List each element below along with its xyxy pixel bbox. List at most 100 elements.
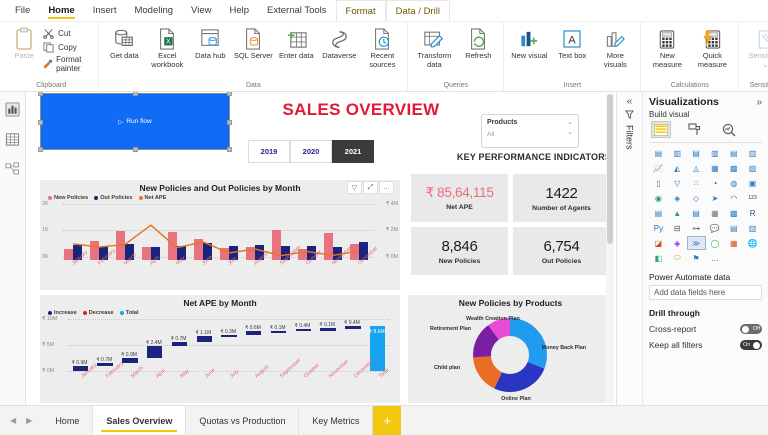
- visual-hover-toolbar[interactable]: ▽ ⤢ …: [347, 181, 394, 194]
- bar-out-policies-december[interactable]: [358, 241, 368, 260]
- quick-measure-button[interactable]: Quick measure: [691, 24, 733, 69]
- resize-handle-nw[interactable]: [38, 92, 43, 96]
- kpi-card-new-policies[interactable]: 8,846 New Policies: [411, 227, 508, 275]
- filters-pane-collapsed[interactable]: « Filters: [617, 92, 643, 405]
- waterfall-bar-march[interactable]: [122, 358, 138, 363]
- sensitivity-button[interactable]: Sensitivity ⌄: [744, 24, 768, 69]
- chevron-double-left-icon[interactable]: «: [626, 96, 633, 107]
- donut-chart[interactable]: Money Back Plan Online Plan Child plan Reti…: [408, 309, 613, 403]
- waterfall-bar-november[interactable]: [320, 328, 336, 331]
- sidebar-item-report-view[interactable]: [4, 100, 22, 118]
- bar-new-policies-july[interactable]: [220, 247, 229, 260]
- matrix-icon[interactable]: ▩: [729, 208, 738, 218]
- bar-new-policies-april[interactable]: [142, 246, 151, 260]
- waterfall-bar-september[interactable]: [270, 330, 287, 334]
- waterfall-bar-october[interactable]: [295, 328, 311, 332]
- keep-all-filters-toggle[interactable]: On: [740, 340, 762, 350]
- 100-stacked-bar-chart-icon[interactable]: ▤: [729, 148, 738, 158]
- donut-chart-icon[interactable]: ◍: [730, 178, 738, 188]
- bar-out-policies-november[interactable]: [332, 247, 342, 260]
- r-script-visual-icon[interactable]: R: [749, 208, 756, 218]
- line-chart-icon[interactable]: 📈: [653, 163, 664, 173]
- legend-item-increase[interactable]: Increase: [48, 310, 77, 316]
- bar-out-policies-january[interactable]: [72, 245, 82, 260]
- waterfall-bar-february[interactable]: [97, 362, 113, 367]
- paste-button[interactable]: Paste: [9, 24, 39, 61]
- bar-new-policies-october[interactable]: [298, 249, 307, 260]
- tornado-icon[interactable]: ◧: [654, 253, 663, 263]
- waterfall-bar-january[interactable]: [72, 366, 89, 371]
- ribbon-tab-data-drill[interactable]: Data / Drill: [385, 0, 450, 21]
- analytics-tab[interactable]: [719, 121, 739, 138]
- bar-out-policies-october[interactable]: [306, 245, 316, 260]
- sql-server-button[interactable]: SQL Server: [233, 24, 273, 61]
- waterfall-bar-may[interactable]: [171, 341, 188, 346]
- shape-map-icon[interactable]: ◇: [693, 193, 700, 203]
- resize-handle-w[interactable]: [38, 120, 43, 125]
- ribbon-tab-file[interactable]: File: [15, 5, 31, 16]
- next-page-arrow-icon[interactable]: ▶: [26, 416, 33, 425]
- add-data-fields-well[interactable]: Add data fields here: [649, 285, 762, 300]
- cross-report-toggle[interactable]: Off: [740, 324, 762, 334]
- year-option-2021[interactable]: 2021: [332, 140, 374, 163]
- bar-out-policies-february[interactable]: [98, 247, 108, 260]
- ribbon-tab-insert[interactable]: Insert: [92, 5, 117, 16]
- resize-handle-se[interactable]: [227, 147, 232, 152]
- ribbon-tab-modeling[interactable]: Modeling: [134, 5, 174, 16]
- kpi-icon[interactable]: ▲: [673, 208, 682, 218]
- legend-item-total[interactable]: Total: [119, 310, 139, 316]
- sidebar-item-data-view[interactable]: [4, 130, 22, 148]
- year-option-2019[interactable]: 2019: [248, 140, 290, 163]
- multi-row-card-icon[interactable]: ▤: [654, 208, 663, 218]
- legend-item-out-policies[interactable]: Out Policies: [94, 195, 133, 201]
- python-visual-icon[interactable]: Py: [653, 223, 664, 233]
- donut-slice-child-plan[interactable]: [473, 356, 502, 389]
- visual-type-gallery[interactable]: ▤ ▥ ▤ ▥ ▤ ▥ 📈 ◭ ◬ ▦ ▩ ▨ ▯ ▽ ⁙ ◔ ◍ ▣ ◉ ◈ ◇ ➤ ◠ 123 ▤ ▲ ▤ ▦ ▩ R Py ⊟ ⊶ 💬 ▤ ▥ ◪…: [649, 146, 762, 265]
- resize-handle-ne[interactable]: [227, 92, 232, 96]
- legend-item-net-ape[interactable]: Net APE: [138, 195, 166, 201]
- data-hub-button[interactable]: Data hub: [190, 24, 230, 61]
- bar-out-policies-june[interactable]: [202, 242, 212, 260]
- year-option-2020[interactable]: 2020: [290, 140, 332, 163]
- app-source-icon[interactable]: ▦: [729, 238, 738, 248]
- bar-out-policies-march[interactable]: [124, 243, 134, 260]
- waterfall-bar-june[interactable]: [196, 336, 212, 342]
- chart-policies-by-month[interactable]: ▽ ⤢ … New Policies and Out Policies by M…: [40, 180, 400, 290]
- focus-mode-icon[interactable]: ⤢: [363, 181, 378, 194]
- bar-out-policies-august[interactable]: [254, 245, 264, 260]
- page-tab-key-metrics[interactable]: Key Metrics: [299, 406, 374, 435]
- cut-button[interactable]: Cut: [42, 27, 93, 40]
- waterfall-bar-total[interactable]: [369, 326, 386, 371]
- resize-handle-n[interactable]: [133, 92, 138, 96]
- transform-data-button[interactable]: Transform data: [413, 24, 455, 69]
- clustered-column-chart-icon[interactable]: ▥: [711, 148, 719, 158]
- more-visuals-ellipsis-icon[interactable]: …: [710, 253, 719, 263]
- ribbon-tab-view[interactable]: View: [191, 5, 212, 16]
- flag-visual-icon[interactable]: ⚑: [692, 253, 700, 263]
- slicer-icon[interactable]: ▤: [692, 208, 700, 218]
- text-box-button[interactable]: A Text box: [552, 24, 592, 61]
- smart-narrative-icon[interactable]: ▤: [729, 223, 738, 233]
- copy-button[interactable]: Copy: [42, 41, 93, 54]
- bar-out-policies-september[interactable]: [280, 245, 290, 260]
- bar-new-policies-may[interactable]: [168, 232, 177, 260]
- bar-new-policies-august[interactable]: [246, 247, 255, 260]
- key-influencers-icon[interactable]: ⊟: [673, 223, 681, 233]
- azure-map-icon[interactable]: ➤: [711, 193, 719, 203]
- dataverse-button[interactable]: Dataverse: [319, 24, 359, 61]
- ribbon-tab-home[interactable]: Home: [39, 0, 83, 21]
- bar-new-policies-june[interactable]: [194, 239, 203, 260]
- ribbon-tab-external-tools[interactable]: External Tools: [267, 5, 327, 16]
- bar-new-policies-september[interactable]: [272, 230, 281, 260]
- waterfall-bar-july[interactable]: [221, 334, 237, 338]
- sensitivity-caret[interactable]: ⌄: [762, 59, 768, 69]
- stacked-area-chart-icon[interactable]: ◬: [693, 163, 700, 173]
- stacked-column-chart-icon[interactable]: ▥: [673, 148, 682, 158]
- chevron-double-right-icon[interactable]: »: [756, 96, 762, 108]
- chart-net-ape-by-month[interactable]: Net APE by Month Increase Decrease Total…: [40, 295, 400, 403]
- power-automate-visual[interactable]: ▷ Run flow: [38, 92, 232, 152]
- chevron-down-icon-2[interactable]: ⌄: [567, 129, 573, 136]
- new-visual-button[interactable]: New visual: [509, 24, 549, 61]
- map-icon[interactable]: ◉: [654, 193, 662, 203]
- report-canvas[interactable]: SALES OVERVIEW ▷ Run flow 2019 2020 2021: [26, 92, 613, 405]
